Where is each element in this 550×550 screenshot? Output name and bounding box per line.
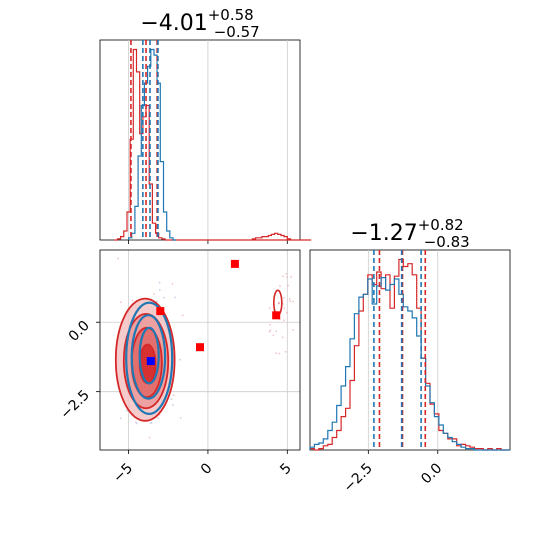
- joint-contour-b-0: [125, 301, 174, 415]
- marginal-x1-quantile-lines: [130, 40, 159, 240]
- joint-red-marker-1: [196, 343, 204, 352]
- marginal-x1-title-value: −4.01: [140, 11, 207, 36]
- marginal-x1-title-plus: +0.58: [208, 6, 254, 24]
- joint-scatter-point: [170, 398, 173, 400]
- joint-xtick-label-2: 5: [277, 460, 295, 478]
- joint-panel: −5 0 5 0.0 −2.5: [57, 244, 301, 486]
- joint-scatter-point: [157, 417, 160, 419]
- joint-red-marker-2: [230, 259, 239, 268]
- joint-scatter-point: [179, 358, 181, 361]
- marginal-x2-hist-series-1: [309, 277, 510, 451]
- joint-scatter-outlier: [283, 297, 285, 299]
- marginal-x1-hist-series-0: [114, 48, 312, 241]
- marginal-x2-title: −1.27+0.82 −0.83: [350, 216, 469, 251]
- joint-scatter-point: [149, 422, 152, 424]
- joint-scatter-outlier: [268, 307, 271, 310]
- marginal-x2-xtick-label-1: 0.0: [418, 460, 445, 487]
- joint-scatter-outlier: [282, 275, 284, 278]
- joint-scatter-outlier: [288, 298, 291, 300]
- joint-scatter-outlier: [275, 352, 277, 355]
- joint-scatter-outlier: [290, 275, 292, 278]
- marginal-x2-xtick-label-0: −2.5: [341, 460, 376, 495]
- joint-scatter-outlier: [286, 311, 288, 314]
- joint-scatter-point: [171, 282, 174, 285]
- joint-scatter-point: [158, 281, 161, 284]
- joint-scatter-outlier: [287, 284, 289, 287]
- joint-scatter-point: [148, 436, 151, 439]
- joint-scatter-outlier: [289, 300, 292, 303]
- joint-scatter-point: [172, 394, 175, 397]
- joint-scatter-point: [153, 293, 156, 295]
- marginal-x2-histograms: [309, 258, 510, 451]
- marginal-x2-title-minus: −0.83: [424, 233, 470, 251]
- joint-scatter-outlier: [292, 329, 294, 331]
- marginal-x1-grid: [128, 40, 288, 244]
- joint-ytick-label-0: 0.0: [66, 318, 93, 345]
- joint-scatter-point: [163, 296, 166, 299]
- joint-scatter-outlier: [284, 350, 287, 353]
- joint-scatter-point: [174, 296, 177, 299]
- joint-markers: [146, 259, 281, 366]
- joint-scatter-outlier: [269, 329, 272, 331]
- marginal-x1-title-minus: −0.57: [214, 23, 260, 41]
- marginal-x1-histograms: [114, 48, 312, 241]
- joint-truth-marker: [146, 357, 155, 366]
- joint-ticks: −5 0 5 0.0 −2.5: [57, 318, 294, 486]
- joint-scatter-point: [172, 404, 174, 407]
- joint-scatter-outlier: [269, 323, 271, 326]
- marginal-x2-ticks: −2.5 0.0: [341, 450, 445, 496]
- joint-xtick-label-1: 0: [198, 460, 216, 478]
- marginal-x2-title-value: −1.27: [350, 221, 417, 246]
- marginal-x1-title: −4.01+0.58 −0.57: [140, 6, 259, 41]
- marginal-panel-x2: −2.5 0.0 −1.27+0.82 −0.83: [309, 216, 511, 496]
- joint-contours: [114, 289, 283, 422]
- joint-scatter-outlier: [292, 300, 295, 303]
- marginal-x2-quantile-lines: [373, 250, 427, 450]
- joint-scatter-point: [131, 299, 134, 302]
- joint-scatter-outlier: [277, 302, 280, 305]
- joint-ytick-label-1: −2.5: [57, 387, 92, 422]
- joint-scatter-point: [117, 257, 120, 260]
- joint-scatter-outlier: [281, 336, 284, 339]
- joint-scatter-outlier: [268, 330, 271, 333]
- joint-scatter-point: [135, 422, 138, 425]
- joint-scatter-outlier: [278, 352, 281, 355]
- joint-scatter-point: [125, 409, 128, 412]
- joint-xtick-label-0: −5: [110, 460, 136, 486]
- joint-scatter-point: [119, 417, 122, 420]
- marginal-panel-x1: −4.01+0.58 −0.57: [99, 6, 312, 244]
- joint-scatter-point: [158, 289, 161, 291]
- joint-contour-b-1: [130, 314, 167, 400]
- joint-red-marker-0: [156, 307, 165, 316]
- joint-scatter-outlier: [275, 330, 278, 333]
- marginal-x2-title-plus: +0.82: [418, 216, 464, 234]
- joint-contour-b-2: [138, 326, 160, 385]
- joint-scatter-outlier: [285, 272, 288, 275]
- joint-scatter-point: [179, 417, 182, 419]
- joint-scatter-outlier: [283, 307, 286, 310]
- joint-scatter-outlier: [279, 285, 281, 288]
- joint-frame: [99, 249, 301, 451]
- joint-scatter-point: [119, 301, 122, 304]
- marginal-x2-hist-series-0: [309, 258, 510, 451]
- joint-scatter-point: [181, 314, 184, 317]
- joint-scatter-outlier: [272, 334, 275, 337]
- joint-scatter-outlier: [283, 319, 285, 322]
- joint-scatter-point: [139, 244, 141, 246]
- joint-red-marker-3: [272, 311, 281, 320]
- joint-scatter-outlier: [286, 276, 289, 279]
- marginal-x1-hist-series-2: [251, 232, 292, 240]
- marginal-x2-frame: [309, 249, 511, 451]
